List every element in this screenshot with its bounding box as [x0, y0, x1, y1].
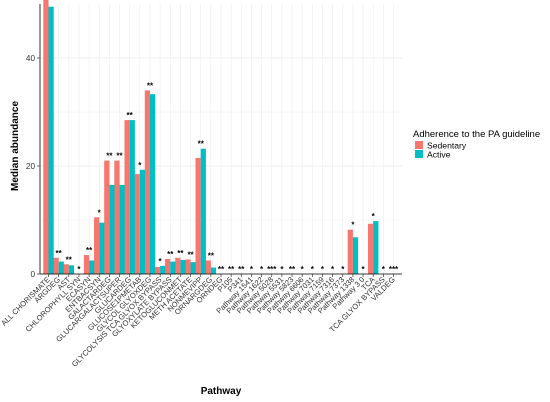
significance-label: * — [159, 257, 163, 266]
bar-active — [373, 221, 379, 274]
significance-label: ** — [167, 250, 174, 259]
legend-title: Adherence to the PA guideline — [413, 129, 540, 140]
bar-active — [160, 265, 166, 274]
significance-label: ** — [289, 265, 296, 274]
bar-sedentary — [195, 157, 201, 274]
bar-sedentary — [144, 90, 150, 275]
bar-active — [210, 267, 217, 274]
bar-sedentary — [53, 257, 59, 274]
significance-label: * — [301, 265, 305, 274]
bar-active — [200, 148, 206, 274]
significance-label: * — [260, 265, 264, 274]
legend: Adherence to the PA guideline Sedentary … — [413, 129, 540, 160]
significance-label: ** — [86, 246, 93, 255]
x-axis-title: Pathway — [201, 386, 242, 397]
bar-sedentary — [83, 255, 90, 274]
bar-active — [68, 265, 74, 274]
legend-label-sedentary: Sedentary — [427, 141, 467, 151]
bar-active — [109, 184, 115, 274]
bar-sedentary — [94, 217, 100, 274]
significance-label: ** — [127, 111, 134, 120]
bar-active — [89, 260, 95, 274]
legend-label-active: Active — [427, 150, 451, 160]
bar-sedentary — [114, 160, 120, 274]
bar-active — [139, 169, 146, 274]
significance-markers: ********** ********** ** ******** ** ** * * *** *… — [56, 81, 400, 274]
significance-label: ** — [238, 265, 245, 274]
significance-label: ** — [218, 265, 225, 274]
bar-active — [190, 262, 196, 274]
bar-active — [180, 259, 186, 274]
significance-label: ** — [106, 152, 113, 161]
bar-sedentary — [205, 260, 211, 274]
bar-active — [149, 94, 156, 275]
significance-label: * — [331, 265, 335, 274]
bars — [43, 0, 379, 275]
significance-label: ** — [56, 249, 63, 258]
bar-active — [48, 6, 54, 274]
significance-label: ** — [116, 152, 123, 161]
y-tick-label: 40 — [26, 54, 36, 63]
significance-label: ** — [147, 81, 154, 90]
significance-label: * — [361, 265, 365, 274]
significance-label: * — [382, 265, 386, 274]
bar-sedentary — [185, 259, 191, 274]
significance-label: ** — [187, 250, 194, 259]
significance-label: *** — [267, 265, 277, 274]
bar-sedentary — [63, 264, 69, 274]
bar-sedentary — [368, 223, 374, 274]
legend-swatch-sedentary — [415, 141, 423, 149]
bar-sedentary — [165, 258, 171, 274]
bar-active — [119, 184, 125, 274]
bar-active — [58, 261, 64, 274]
significance-label: *** — [389, 265, 399, 274]
bar-sedentary — [175, 257, 181, 274]
significance-label: * — [311, 265, 315, 274]
bar-sedentary — [134, 174, 140, 274]
significance-label: * — [250, 265, 254, 274]
significance-label: ** — [66, 255, 73, 264]
bar-sedentary — [104, 160, 110, 274]
legend-swatch-active — [415, 150, 423, 158]
y-tick-label: 0 — [30, 270, 35, 279]
bar-sedentary — [43, 0, 49, 275]
significance-label: * — [138, 161, 142, 170]
x-tick-label: ALL CHORISMATE — [0, 275, 52, 328]
significance-label: * — [341, 265, 345, 274]
significance-label: * — [372, 212, 376, 221]
significance-label: * — [77, 265, 81, 274]
bar-sedentary — [124, 120, 130, 274]
bar-sedentary — [154, 266, 161, 274]
bar-active — [352, 237, 359, 274]
bar-active — [99, 222, 105, 274]
significance-label: * — [280, 265, 284, 274]
significance-label: * — [98, 208, 102, 217]
y-tick-label: 20 — [26, 162, 36, 171]
significance-label: * — [351, 221, 355, 230]
bar-active — [129, 120, 135, 274]
significance-label: * — [321, 265, 325, 274]
bar-active — [170, 261, 176, 274]
y-axis-title: Median abundance — [10, 101, 21, 191]
significance-label: ** — [177, 249, 184, 258]
significance-label: ** — [208, 252, 215, 261]
bar-sedentary — [347, 229, 353, 274]
significance-label: ** — [198, 140, 205, 149]
significance-label: ** — [228, 265, 235, 274]
